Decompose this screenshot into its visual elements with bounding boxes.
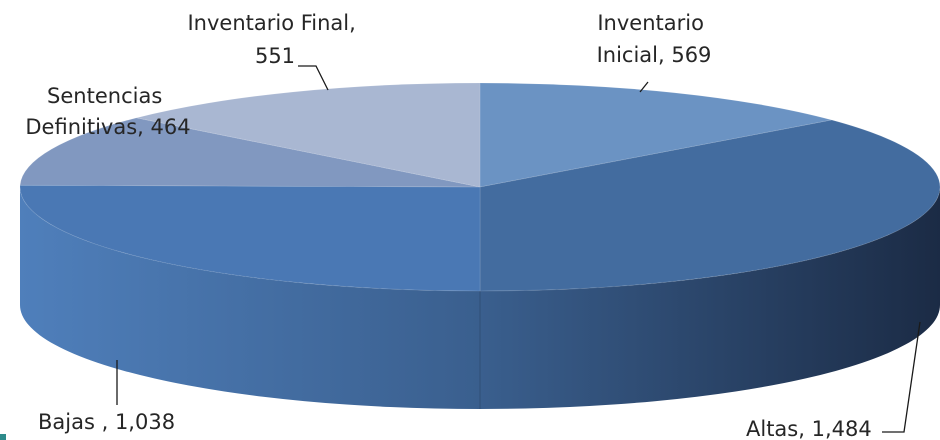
- leader-lines: [116, 65, 921, 433]
- pie-top-layer: [19, 82, 940, 292]
- leader-line-inventario-final: [298, 65, 329, 91]
- leader-line-altas: [882, 321, 921, 433]
- data-labels: Inventario Inicial, 569 Inventario Final…: [25, 11, 871, 440]
- pie-slice-inventario-inicial: [479, 82, 832, 188]
- pie-slice-sentencias-definitivas: [19, 117, 481, 188]
- pie-slice-bajas: [19, 184, 481, 292]
- data-label-altas: Altas, 1,484: [746, 417, 872, 440]
- corner-accent: [0, 434, 6, 440]
- leader-line-inventario-inicial: [639, 81, 649, 93]
- pie-side: [20, 187, 940, 409]
- data-label-sentencias-definitivas: Sentencias Definitivas, 464: [25, 84, 190, 139]
- pie-slice-inventario-final: [136, 82, 481, 188]
- pie-slice-altas: [479, 119, 940, 292]
- pie-side-layer: [20, 187, 940, 409]
- data-label-inventario-final: Inventario Final, 551: [187, 11, 362, 68]
- data-label-bajas: Bajas , 1,038: [38, 410, 175, 434]
- data-label-inventario-inicial: Inventario Inicial, 569: [597, 11, 712, 67]
